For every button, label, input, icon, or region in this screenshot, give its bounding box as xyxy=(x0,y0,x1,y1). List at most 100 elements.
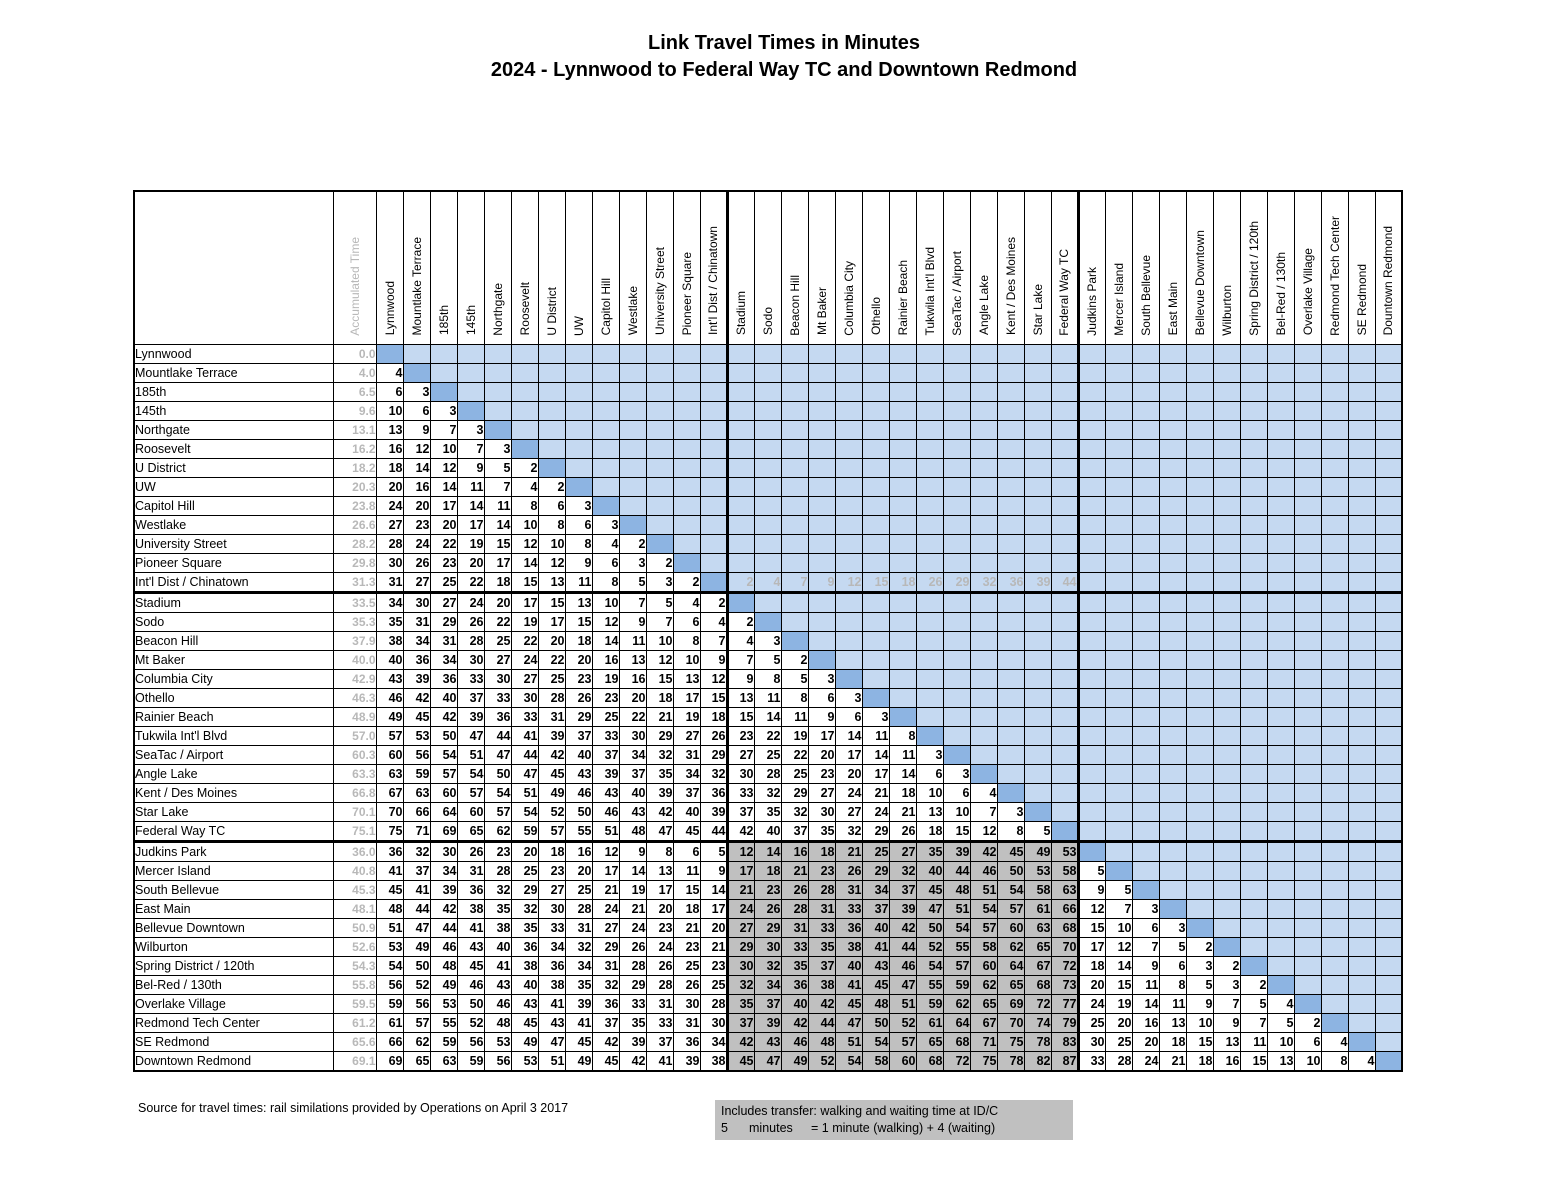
empty-cell xyxy=(1347,782,1376,803)
travel-time-cell: 39 xyxy=(591,763,620,784)
empty-cell xyxy=(1050,744,1080,765)
travel-time-cell: 22 xyxy=(429,533,458,554)
transfer-travel-time-cell: 17 xyxy=(726,860,755,881)
empty-cell xyxy=(1104,419,1133,440)
station-row: Mercer Island 40.8 41 37 34 31 28 25 23 20 17 14 13 1… xyxy=(133,860,1403,881)
accumulated-time-cell: 55.8 xyxy=(332,974,377,995)
empty-cell xyxy=(672,495,701,516)
empty-cell xyxy=(1347,571,1376,594)
empty-cell xyxy=(1104,820,1133,843)
travel-time-cell: 10 xyxy=(537,533,566,554)
diagonal-cell xyxy=(1347,1031,1376,1052)
empty-cell xyxy=(888,438,917,459)
travel-time-cell: 39 xyxy=(618,1031,647,1052)
empty-cell xyxy=(861,649,890,670)
empty-cell xyxy=(1023,744,1052,765)
empty-cell xyxy=(1239,706,1268,727)
travel-time-cell: 10 xyxy=(672,649,701,670)
empty-cell xyxy=(1374,725,1403,746)
travel-time-cell: 19 xyxy=(456,533,485,554)
column-header: Spring District / 120th xyxy=(1239,190,1268,345)
travel-time-cell: 50 xyxy=(483,763,512,784)
diagonal-cell xyxy=(564,476,593,497)
empty-cell xyxy=(1266,552,1295,573)
empty-cell xyxy=(510,343,539,364)
row-label: Rainier Beach xyxy=(133,706,334,727)
travel-time-cell: 28 xyxy=(753,763,782,784)
transfer-note-line2: 5 minutes = 1 minute (walking) + 4 (waitin… xyxy=(721,1120,1067,1137)
station-row: Mt Baker 40.0 40 36 34 30 27 24 22 20 16 13 12 10 9 7 5 2 xyxy=(133,649,1403,670)
empty-cell xyxy=(1212,457,1241,478)
empty-cell xyxy=(969,438,998,459)
column-header: Capitol Hill xyxy=(591,190,620,345)
accumulated-time-cell: 31.3 xyxy=(332,571,377,594)
accumulated-time-cell: 70.1 xyxy=(332,801,377,822)
empty-cell xyxy=(780,381,809,402)
travel-time-cell: 51 xyxy=(591,820,620,843)
travel-time-cell: 50 xyxy=(456,993,485,1014)
travel-time-cell: 6 xyxy=(915,763,944,784)
travel-time-cell: 48 xyxy=(429,955,458,976)
travel-time-cell: 46 xyxy=(483,993,512,1014)
transfer-travel-time-cell: 65 xyxy=(915,1031,944,1052)
travel-time-cell: 47 xyxy=(483,744,512,765)
empty-cell xyxy=(1023,400,1052,421)
empty-cell xyxy=(645,495,674,516)
empty-cell xyxy=(996,381,1025,402)
travel-time-cell: 34 xyxy=(699,1031,729,1052)
empty-cell xyxy=(645,514,674,535)
empty-cell xyxy=(699,476,729,497)
empty-cell xyxy=(1320,974,1349,995)
row-label: Roosevelt xyxy=(133,438,334,459)
travel-time-cell: 26 xyxy=(888,820,917,843)
diagonal-cell xyxy=(672,552,701,573)
transfer-travel-time-cell: 26 xyxy=(753,898,782,919)
transfer-travel-time-cell: 47 xyxy=(915,898,944,919)
empty-cell xyxy=(1104,630,1133,651)
travel-time-cell: 8 xyxy=(672,630,701,651)
accumulated-time-cell: 37.9 xyxy=(332,630,377,651)
travel-time-cell: 2 xyxy=(699,591,729,613)
travel-time-cell: 44 xyxy=(699,820,729,843)
empty-cell xyxy=(1293,840,1322,862)
travel-time-cell: 55 xyxy=(564,820,593,843)
empty-cell xyxy=(1050,649,1080,670)
empty-cell xyxy=(1185,782,1214,803)
empty-cell xyxy=(780,362,809,383)
empty-cell xyxy=(1023,476,1052,497)
travel-time-cell: 7 xyxy=(1212,993,1241,1014)
travel-time-cell: 23 xyxy=(402,514,431,535)
transfer-travel-time-cell: 45 xyxy=(834,993,863,1014)
empty-cell xyxy=(1158,476,1187,497)
column-header: Star Lake xyxy=(1023,190,1052,345)
travel-time-cell: 24 xyxy=(618,917,647,938)
travel-time-cell: 33 xyxy=(618,993,647,1014)
travel-time-cell: 13 xyxy=(618,649,647,670)
empty-cell xyxy=(672,362,701,383)
accumulated-time-cell: 35.3 xyxy=(332,611,377,632)
empty-cell xyxy=(699,400,729,421)
empty-cell xyxy=(834,362,863,383)
empty-cell xyxy=(753,476,782,497)
travel-time-cell: 2 xyxy=(726,611,755,632)
empty-cell xyxy=(861,495,890,516)
travel-time-cell: 29 xyxy=(618,974,647,995)
transfer-travel-time-cell: 37 xyxy=(861,898,890,919)
travel-time-cell: 14 xyxy=(861,744,890,765)
empty-cell xyxy=(1293,591,1322,613)
travel-time-cell: 6 xyxy=(591,552,620,573)
travel-time-cell: 57 xyxy=(375,725,404,746)
empty-cell xyxy=(1320,782,1349,803)
transfer-travel-time-cell: 35 xyxy=(780,955,809,976)
empty-cell xyxy=(1185,343,1214,364)
travel-time-cell: 54 xyxy=(483,782,512,803)
empty-cell xyxy=(1158,820,1187,843)
empty-cell xyxy=(618,495,647,516)
transfer-travel-time-cell: 37 xyxy=(807,955,836,976)
travel-time-cell: 13 xyxy=(915,801,944,822)
travel-time-cell: 39 xyxy=(672,1050,701,1071)
empty-cell xyxy=(1239,533,1268,554)
travel-time-cell: 52 xyxy=(537,801,566,822)
travel-time-cell: 21 xyxy=(1158,1050,1187,1071)
accumulated-time-cell: 75.1 xyxy=(332,820,377,843)
